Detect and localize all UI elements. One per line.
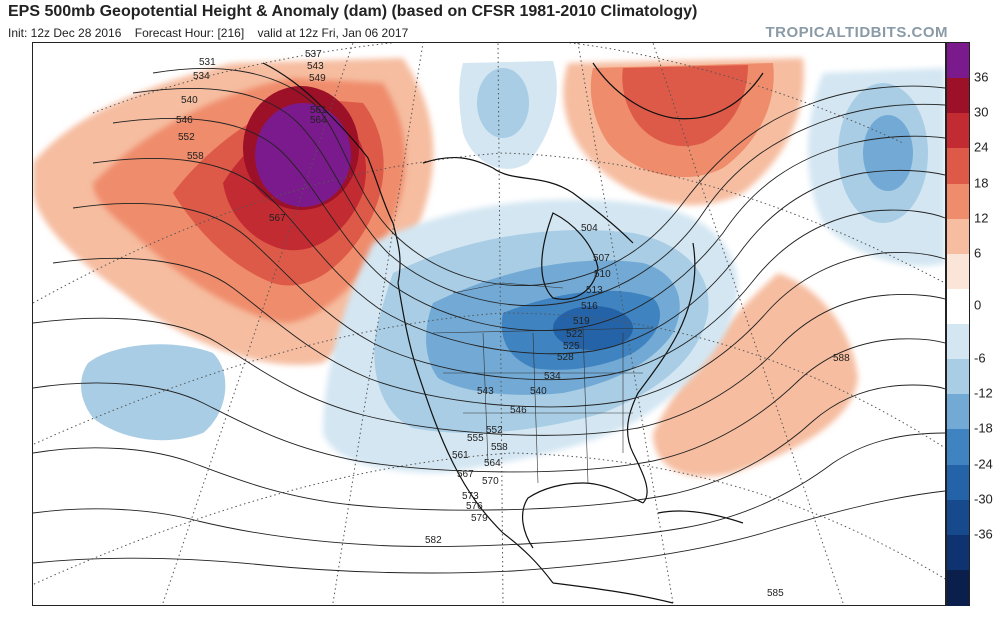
colorbar-tick-label: 0 [974, 297, 982, 313]
alaska-ridge-max [255, 103, 351, 207]
forecast-hour: Forecast Hour: [216] [134, 26, 245, 40]
colorbar-tick-label: 12 [974, 210, 989, 226]
colorbar-tick-label: -18 [974, 420, 993, 436]
contour-label: 504 [581, 223, 598, 234]
contour-label: 510 [594, 269, 611, 280]
contour-label: 525 [563, 341, 580, 352]
contour-label: 513 [586, 285, 603, 296]
contour-label: 558 [491, 442, 508, 453]
anomaly-colorbar [946, 42, 970, 606]
atlantic-trough-core [863, 115, 913, 191]
colorbar-segment [947, 429, 969, 465]
colorbar-segment [947, 324, 969, 360]
colorbar-segment [947, 253, 969, 290]
contour-label: 507 [593, 253, 610, 264]
valid-time: valid at 12z Fri, Jan 06 2017 [257, 26, 409, 40]
colorbar-tick-label: -36 [974, 526, 993, 542]
greenland-ridge-inner [622, 65, 748, 147]
contour-label: 540 [530, 386, 547, 397]
contour-label: 534 [193, 71, 210, 82]
cuba [657, 510, 744, 524]
colorbar-segment [947, 464, 969, 501]
contour-label: 522 [566, 329, 583, 340]
hudson-trough-core [477, 68, 529, 138]
contour-label: 567 [269, 213, 286, 224]
contour-labels: 531 534 540 546 552 558 537 543 549 561 … [176, 49, 850, 599]
colorbar-segment [947, 43, 969, 79]
contour-label: 531 [199, 57, 216, 68]
contour-label: 534 [544, 371, 561, 382]
central-america [552, 582, 674, 604]
contour-label: 567 [457, 469, 474, 480]
canada-arctic [422, 157, 634, 244]
colorbar-tick-label: 30 [974, 104, 989, 120]
colorbar-tick-label: -12 [974, 385, 993, 401]
colorbar-tick-label: -24 [974, 456, 993, 471]
east-coast [627, 242, 696, 504]
contour-label: 519 [573, 316, 590, 327]
colorbar-tick-label: -6 [974, 350, 986, 366]
contour-label: 543 [477, 386, 494, 397]
height-contours [33, 68, 945, 574]
colorbar-tick-label: 24 [974, 139, 989, 155]
contour-label: 561 [452, 450, 469, 461]
contour-label: 543 [307, 61, 324, 72]
atlantic-ridge [653, 273, 858, 477]
contour-label: 576 [466, 501, 483, 512]
contour-label: 537 [305, 49, 322, 60]
colorbar-segment [947, 113, 969, 149]
colorbar-segment [947, 183, 969, 220]
na-trough-max [553, 306, 633, 350]
colorbar-segment [947, 218, 969, 255]
map-title: EPS 500mb Geopotential Height & Anomaly … [8, 3, 698, 20]
contour-label: 570 [482, 476, 499, 487]
contour-label: 588 [833, 353, 850, 364]
contour-label: 555 [467, 433, 484, 444]
map-canvas: 531 534 540 546 552 558 537 543 549 561 … [33, 43, 945, 604]
contour-label: 528 [557, 352, 574, 363]
contour-label: 546 [176, 115, 193, 126]
negative-anomaly-shading [81, 61, 945, 474]
contour-label: 573 [462, 491, 479, 502]
contour-label: 549 [309, 73, 326, 84]
colorbar-tick-label: 36 [974, 69, 989, 85]
hudson-bay [541, 212, 599, 300]
colorbar-segment [947, 288, 969, 325]
pacific-low [81, 344, 226, 441]
colorbar-segment [947, 148, 969, 184]
colorbar-tick-label: -30 [974, 491, 993, 507]
greenland-coast [592, 62, 764, 120]
contour-label: 552 [178, 132, 195, 143]
colorbar-segment [947, 499, 969, 536]
contour-label: 552 [486, 425, 503, 436]
positive-anomaly-shading [33, 58, 858, 477]
gulf-coast [521, 482, 644, 549]
init-time: Init: 12z Dec 28 2016 [8, 26, 122, 40]
map-panel: 531 534 540 546 552 558 537 543 549 561 … [32, 42, 946, 606]
contour-label: 564 [484, 458, 501, 469]
contour-label: 546 [510, 405, 527, 416]
colorbar-tick-label: 6 [974, 245, 982, 261]
contour-label: 558 [187, 151, 204, 162]
colorbar-tick-label: 18 [974, 175, 989, 190]
map-subtitle: Init: 12z Dec 28 2016 Forecast Hour: [21… [8, 26, 418, 40]
contour-label: 579 [471, 513, 488, 524]
contour-label: 540 [181, 95, 198, 106]
colorbar-segment [947, 534, 969, 571]
contour-label: 564 [310, 115, 327, 126]
colorbar-segment [947, 78, 969, 114]
contour-label: 585 [767, 588, 784, 599]
contour-label: 582 [425, 535, 442, 546]
colorbar-segment [947, 394, 969, 430]
colorbar-segment [947, 359, 969, 395]
graticule [33, 43, 945, 604]
contour-label: 516 [581, 301, 598, 312]
contour-label: 561 [310, 105, 327, 116]
site-brand[interactable]: TROPICALTIDBITS.COM [765, 24, 948, 41]
colorbar-segment [947, 569, 969, 606]
